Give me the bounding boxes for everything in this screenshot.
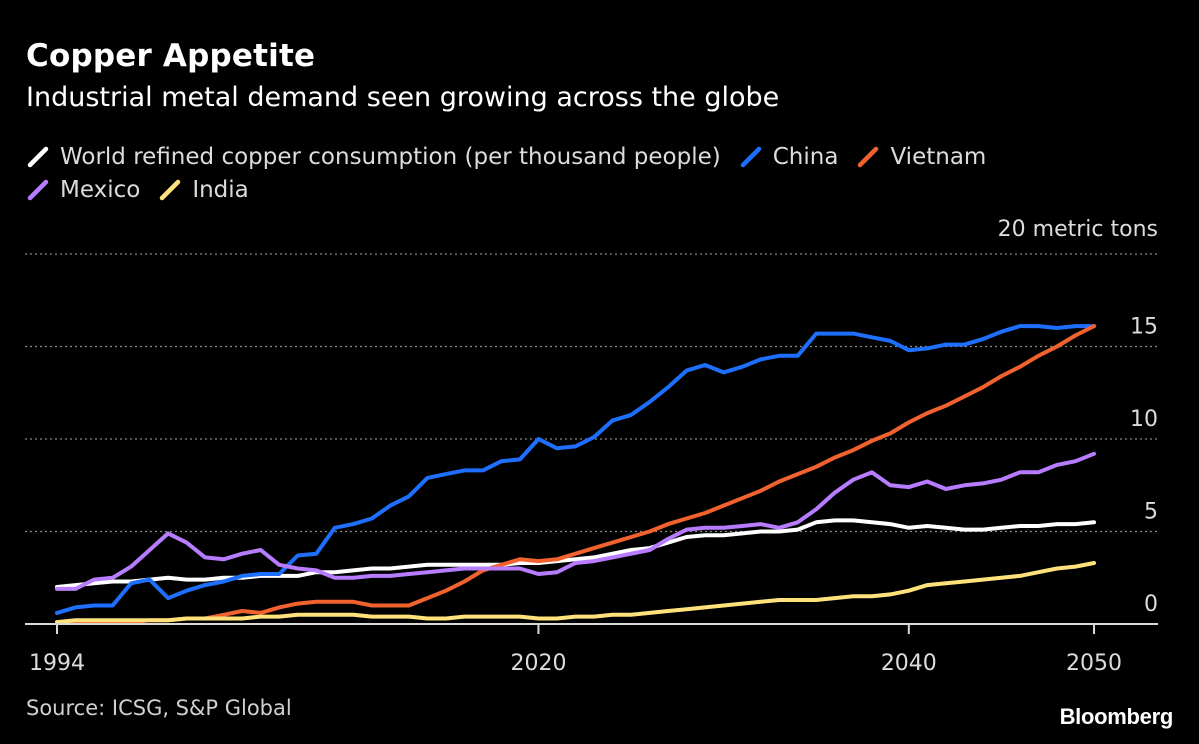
series-line-india xyxy=(55,561,1096,625)
x-tick-label: 1994 xyxy=(29,651,85,676)
legend-item-china: China xyxy=(739,143,839,170)
legend-line-icon xyxy=(27,179,49,200)
legend-swatch-world xyxy=(26,145,50,169)
bloomberg-logo: Bloomberg xyxy=(1059,704,1174,729)
x-tick-label: 2040 xyxy=(881,651,937,676)
legend-label-china: China xyxy=(772,143,839,170)
y-tick-label: 10 xyxy=(1130,407,1158,432)
x-axis xyxy=(25,623,1158,634)
legend-label-india: India xyxy=(192,176,249,203)
legend-swatch-india xyxy=(158,178,182,202)
legend-item-vietnam: Vietnam xyxy=(856,144,986,170)
y-tick-label: 5 xyxy=(1144,500,1158,525)
legend-label-world: World refined copper consumption (per th… xyxy=(60,143,721,170)
tick-labels: 0 5 10 15 20 metric tons 1994 2020 2040 2050 xyxy=(29,217,1158,676)
legend-item-india: India xyxy=(158,176,249,203)
series-lines xyxy=(55,324,1096,625)
legend-label-vietnam: Vietnam xyxy=(890,143,987,170)
legend-label-mexico: Mexico xyxy=(60,176,141,203)
legend-line-icon xyxy=(740,146,761,167)
series-line-china xyxy=(55,324,1096,615)
x-tick-label: 2020 xyxy=(510,651,566,676)
series-line-vietnam xyxy=(55,324,1096,625)
legend: World refined copper consumption (per th… xyxy=(26,140,1176,206)
legend-line-icon xyxy=(160,179,181,200)
y-tick-label: 15 xyxy=(1130,315,1158,340)
legend-swatch-mexico xyxy=(26,178,50,202)
legend-line-icon xyxy=(27,146,49,167)
legend-swatch-vietnam xyxy=(856,145,880,169)
chart-title: Copper Appetite xyxy=(26,38,316,74)
y-tick-label: 0 xyxy=(1144,592,1158,617)
x-tick-label: 2050 xyxy=(1066,651,1122,676)
y-unit-label: 20 metric tons xyxy=(998,217,1158,242)
legend-row-2: Mexico India xyxy=(26,173,1176,206)
legend-row-1: World refined copper consumption (per th… xyxy=(26,140,1176,173)
source-note: Source: ICSG, S&P Global xyxy=(26,696,292,720)
series-line-mexico xyxy=(55,451,1096,591)
legend-item-world: World refined copper consumption (per th… xyxy=(26,144,721,170)
legend-swatch-china xyxy=(739,145,763,169)
legend-line-icon xyxy=(858,146,879,167)
legend-item-mexico: Mexico xyxy=(26,177,140,203)
chart-subtitle: Industrial metal demand seen growing acr… xyxy=(26,82,780,113)
gridlines xyxy=(25,253,1158,533)
